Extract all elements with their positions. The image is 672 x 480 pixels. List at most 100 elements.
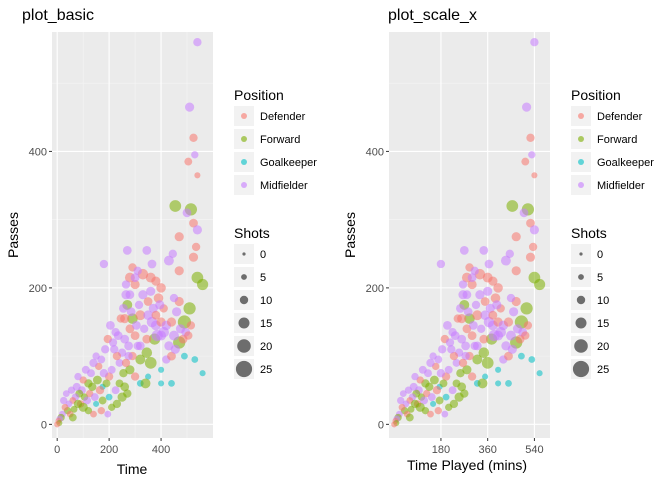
- data-point: [531, 172, 538, 179]
- data-point: [99, 259, 109, 269]
- legend-swatch: [578, 136, 584, 142]
- data-point: [113, 331, 123, 340]
- data-point: [461, 351, 470, 361]
- legend-label: 15: [260, 318, 272, 330]
- data-point: [409, 382, 418, 391]
- legend-label: Forward: [597, 134, 637, 146]
- tick-layer: 0 200 400 0 200 400: [29, 146, 171, 456]
- legend-item-shots-0: 0: [571, 244, 603, 264]
- data-point: [104, 410, 112, 418]
- data-point: [199, 370, 206, 377]
- data-point: [488, 330, 500, 342]
- data-point: [456, 369, 465, 378]
- data-point: [488, 276, 498, 286]
- legend-size-swatch: [572, 360, 590, 378]
- data-point: [467, 273, 477, 282]
- legend-swatch: [241, 159, 247, 165]
- data-point: [182, 208, 192, 218]
- points-layer: [54, 38, 209, 428]
- data-point: [522, 102, 532, 112]
- data-point: [135, 341, 145, 351]
- data-point: [528, 356, 536, 363]
- data-point: [121, 280, 131, 289]
- data-point: [505, 380, 512, 387]
- data-point: [168, 249, 177, 258]
- data-point: [130, 273, 140, 282]
- y-tick-label: 200: [29, 283, 47, 295]
- data-point: [169, 330, 179, 341]
- data-point: [411, 372, 419, 381]
- legend-label: 5: [260, 272, 266, 284]
- data-point: [90, 410, 97, 418]
- y-axis-title: Passes: [342, 212, 358, 258]
- data-point: [444, 365, 453, 374]
- data-point: [102, 379, 111, 388]
- data-point: [134, 300, 144, 310]
- data-point: [144, 357, 157, 369]
- data-point: [447, 345, 456, 354]
- data-point: [168, 380, 175, 387]
- data-point: [183, 302, 196, 315]
- data-point: [488, 310, 498, 320]
- data-point: [125, 290, 135, 300]
- data-point: [467, 279, 477, 290]
- y-tick-label: 0: [41, 419, 47, 431]
- data-point: [504, 351, 513, 361]
- data-point: [112, 399, 122, 409]
- data-point: [194, 172, 201, 179]
- legend-title-position: Position: [234, 87, 284, 103]
- data-point: [460, 389, 469, 398]
- legend-label: Goalkeeper: [260, 157, 317, 169]
- data-point: [462, 324, 472, 334]
- legend-title-shots: Shots: [234, 225, 270, 241]
- data-point: [151, 310, 161, 320]
- data-point: [126, 307, 136, 317]
- legend-swatch: [241, 113, 247, 119]
- data-point: [472, 354, 483, 365]
- data-point: [429, 352, 437, 360]
- legend-item-midfielder: Midfielder: [234, 175, 308, 195]
- data-point: [462, 290, 472, 300]
- legend-swatch: [578, 113, 584, 119]
- data-point: [528, 242, 538, 252]
- data-point: [140, 378, 151, 389]
- data-point: [461, 341, 470, 351]
- data-point: [88, 382, 97, 391]
- legend: Position Defender Forward Goalkeeper Midfie…: [234, 87, 317, 379]
- data-point: [435, 396, 444, 405]
- legend-item-shots-10: 10: [234, 290, 272, 310]
- legend-label: 10: [597, 295, 609, 307]
- legend-item-shots-5: 5: [571, 267, 603, 287]
- data-point: [521, 331, 530, 340]
- data-point: [528, 271, 541, 284]
- x-tick-label: 400: [152, 444, 170, 456]
- data-point: [189, 133, 198, 142]
- data-point: [120, 382, 130, 392]
- data-point: [457, 334, 467, 344]
- data-point: [106, 321, 115, 330]
- data-point: [169, 200, 182, 212]
- legend-item-shots-25: 25: [234, 359, 272, 379]
- data-point: [438, 345, 447, 354]
- legend-size-swatch: [242, 252, 246, 256]
- legend-label: Midfielder: [597, 180, 645, 192]
- legend-swatch: [241, 136, 247, 142]
- data-point: [111, 386, 120, 395]
- data-point: [458, 280, 468, 289]
- data-point: [469, 321, 478, 330]
- data-point: [449, 351, 459, 361]
- data-point: [420, 396, 429, 405]
- x-axis-title: Time Played (mins): [407, 457, 527, 473]
- data-point: [500, 255, 511, 266]
- data-point: [172, 307, 182, 317]
- legend-item-shots-20: 20: [571, 336, 609, 356]
- data-point: [156, 283, 166, 293]
- data-point: [72, 382, 81, 391]
- legend-item-shots-0: 0: [234, 244, 266, 264]
- data-point: [95, 386, 105, 395]
- data-point: [436, 259, 446, 269]
- legend-label: Goalkeeper: [597, 157, 654, 169]
- data-point: [170, 344, 180, 354]
- legend-label: 15: [597, 318, 609, 330]
- legend-item-shots-15: 15: [571, 313, 609, 333]
